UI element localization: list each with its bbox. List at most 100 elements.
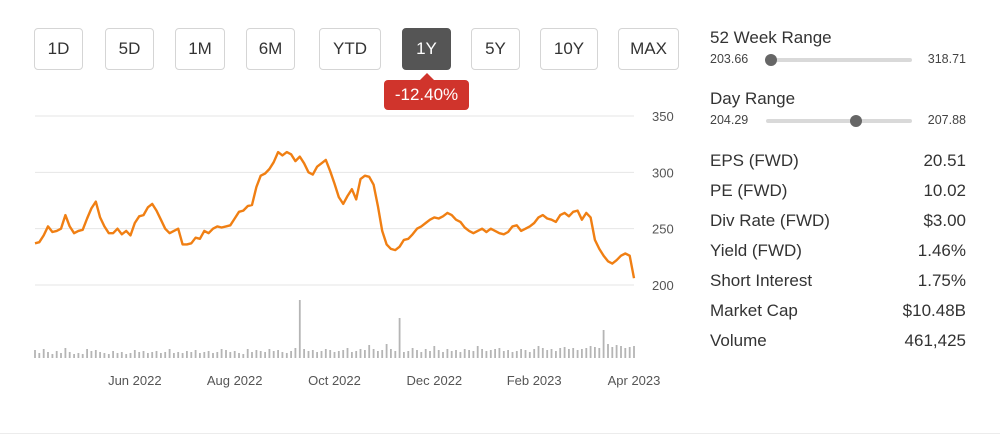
week52-high: 318.71 — [927, 52, 966, 66]
volume-bar — [142, 351, 145, 358]
volume-bar — [73, 354, 75, 358]
volume-bar — [537, 346, 540, 358]
volume-bar — [589, 346, 592, 358]
range-button-max[interactable]: MAX — [618, 28, 679, 70]
x-tick-label: Aug 2022 — [207, 373, 263, 388]
stat-value: 10.02 — [923, 181, 966, 200]
volume-bar — [268, 349, 271, 358]
volume-bar — [459, 352, 462, 358]
volume-bar — [242, 354, 245, 358]
volume-bar — [546, 350, 549, 358]
stat-value: $3.00 — [923, 211, 966, 230]
range-button-ytd[interactable]: YTD — [319, 28, 381, 70]
volume-bar — [303, 349, 305, 358]
volume-bar — [498, 348, 501, 358]
range-button-5y[interactable]: 5Y — [471, 28, 520, 70]
volume-bar — [51, 354, 54, 358]
volume-bar — [455, 350, 457, 358]
x-tick-label: Apr 2023 — [608, 373, 661, 388]
volume-bar — [285, 353, 288, 358]
volume-bar — [611, 347, 614, 358]
volume-bar — [190, 352, 193, 358]
volume-bar — [364, 350, 366, 358]
volume-bar — [520, 349, 522, 358]
volume-bar — [468, 350, 470, 358]
volume-bar — [64, 348, 67, 358]
day-range-low: 204.29 — [710, 113, 749, 127]
volume-bar — [515, 351, 518, 358]
volume-bar — [81, 354, 84, 358]
week52-marker — [765, 54, 778, 66]
volume-bar — [342, 350, 345, 358]
volume-bar — [38, 353, 41, 358]
stat-row-div-rate-fwd: Div Rate (FWD) $3.00 — [710, 211, 966, 235]
volume-bar — [181, 353, 184, 358]
range-button-5d[interactable]: 5D — [105, 28, 154, 70]
volume-bar — [55, 351, 58, 358]
volume-bar — [199, 353, 201, 358]
volume-bar — [442, 352, 444, 358]
x-tick-label: Feb 2023 — [507, 373, 562, 388]
volume-bar — [147, 353, 149, 358]
volume-bar — [594, 347, 596, 358]
week52-low: 203.66 — [710, 52, 749, 66]
volume-bar — [533, 349, 536, 358]
volume-bar — [411, 348, 414, 358]
volume-bar — [233, 351, 236, 358]
volume-bar — [86, 349, 88, 358]
volume-bar — [225, 350, 227, 358]
volume-bar — [550, 349, 553, 358]
volume-bar — [329, 350, 332, 358]
volume-bar — [99, 352, 101, 358]
volume-bar — [598, 348, 601, 358]
volume-bar — [620, 346, 622, 358]
range-button-10y[interactable]: 10Y — [540, 28, 598, 70]
volume-bar — [585, 348, 588, 358]
week52-title: 52 Week Range — [710, 28, 832, 47]
range-button-6m[interactable]: 6M — [246, 28, 295, 70]
volume-bar — [502, 351, 505, 358]
volume-bar — [576, 350, 579, 358]
volume-bar — [628, 347, 631, 358]
volume-bar — [216, 352, 219, 358]
volume-bar — [507, 350, 509, 358]
day-range: Day Range 204.29 207.88 — [710, 89, 966, 129]
range-button-1d[interactable]: 1D — [34, 28, 83, 70]
volume-bar — [90, 351, 93, 358]
volume-bar — [324, 349, 327, 358]
volume-bar — [229, 352, 232, 358]
stat-label: PE (FWD) — [710, 181, 788, 200]
volume-bar — [420, 352, 423, 358]
volume-bar — [294, 348, 297, 358]
range-button-1m[interactable]: 1M — [175, 28, 225, 70]
volume-bar — [42, 349, 45, 358]
stat-label: Market Cap — [710, 301, 798, 320]
price-series-line — [34, 150, 636, 279]
day-range-track — [766, 115, 912, 127]
volume-bar — [320, 351, 323, 358]
volume-bar — [555, 351, 557, 358]
volume-bar — [177, 352, 180, 358]
volume-bar — [164, 352, 167, 358]
volume-bar — [112, 351, 114, 358]
volume-bar — [77, 353, 80, 358]
volume-bar — [407, 351, 410, 358]
volume-bar — [277, 350, 279, 358]
stat-row-eps-fwd: EPS (FWD) 20.51 — [710, 151, 966, 175]
volume-bar — [416, 350, 418, 358]
volume-bar — [138, 352, 141, 358]
volume-bar — [424, 349, 427, 358]
volume-bar — [511, 352, 514, 358]
volume-bar — [125, 354, 128, 358]
volume-bar — [94, 350, 97, 358]
volume-bar — [633, 346, 635, 358]
x-tick-label: Oct 2022 — [308, 373, 361, 388]
stat-value: 20.51 — [923, 151, 966, 170]
range-button-1y[interactable]: 1Y — [402, 28, 451, 70]
volume-bar — [255, 350, 258, 358]
volume-bar — [568, 349, 570, 358]
volume-bar — [238, 353, 240, 358]
volume-bar — [272, 351, 275, 358]
volume-bar — [346, 348, 349, 358]
volume-bar — [220, 349, 223, 358]
